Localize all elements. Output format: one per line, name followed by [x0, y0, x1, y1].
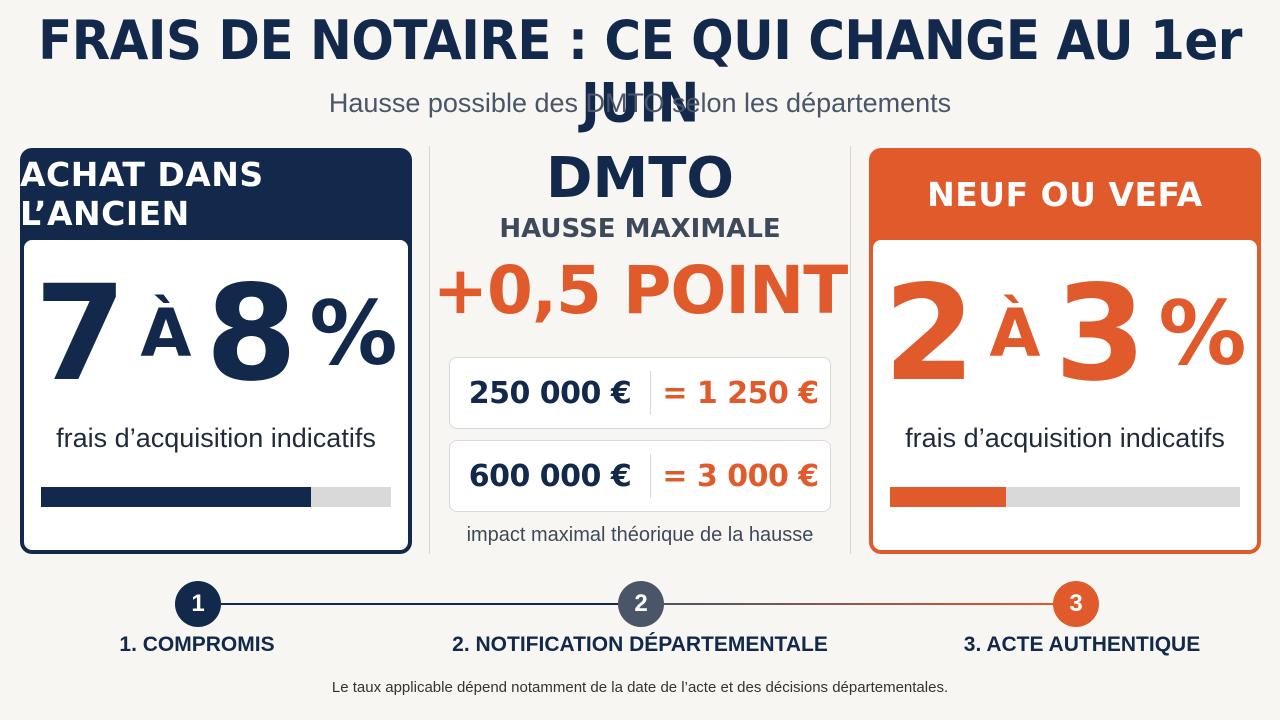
fees-connector: À	[989, 295, 1041, 372]
step-3-label: 3. ACTE AUTHENTIQUE	[963, 633, 1201, 656]
fees-range: 7 À 8 %	[24, 268, 408, 400]
fees-connector: À	[140, 295, 192, 372]
fees-bar	[41, 487, 391, 507]
fees-max: 3	[1054, 257, 1147, 411]
divider-right	[850, 146, 851, 554]
fees-label: frais d’acquisition indicatifs	[56, 423, 376, 453]
fees-percent: %	[309, 282, 398, 385]
example-row: 250 000 € = 1 250 €	[449, 357, 831, 429]
dmto-subtitle: HAUSSE MAXIMALE	[499, 214, 781, 244]
fees-bar	[890, 487, 1240, 507]
step-1-circle: 1	[175, 581, 221, 627]
divider-left	[429, 146, 430, 554]
fees-bar-fill	[41, 487, 311, 507]
fees-bar-fill	[890, 487, 1006, 507]
example-separator	[650, 371, 651, 415]
page-subtitle: Hausse possible des DMTO selon les dépar…	[328, 88, 952, 118]
fees-min: 7	[34, 257, 127, 411]
fees-label: frais d’acquisition indicatifs	[905, 423, 1225, 453]
example-result: = 3 000 €	[662, 458, 819, 494]
page-title: FRAIS DE NOTAIRE : CE QUI CHANGE AU 1er …	[38, 9, 1242, 135]
footnote: Le taux applicable dépend notamment de l…	[331, 679, 949, 696]
timeline-line	[664, 603, 1054, 605]
example-result: = 1 250 €	[662, 375, 819, 411]
example-amount: 250 000 €	[468, 375, 632, 411]
dmto-title: DMTO	[545, 146, 734, 211]
card-neuf-vefa: NEUF OU VEFA 2 À 3 % frais d’acquisition…	[869, 148, 1261, 554]
dmto-note: impact maximal théorique de la hausse	[466, 524, 814, 546]
timeline-line	[220, 603, 620, 605]
example-separator	[650, 454, 651, 498]
fees-percent: %	[1158, 282, 1247, 385]
dmto-increase: +0,5 POINT	[432, 252, 849, 329]
card-header: NEUF OU VEFA	[927, 174, 1203, 214]
step-2-circle: 2	[618, 581, 664, 627]
fees-max: 8	[205, 257, 298, 411]
card-header: ACHAT DANS L’ANCIEN	[20, 155, 264, 233]
card-achat-ancien: ACHAT DANS L’ANCIEN 7 À 8 % frais d’acqu…	[20, 148, 412, 554]
step-1-label: 1. COMPROMIS	[119, 633, 275, 656]
example-amount: 600 000 €	[468, 458, 632, 494]
fees-min: 2	[883, 257, 976, 411]
step-3-circle: 3	[1053, 581, 1099, 627]
step-2-label: 2. NOTIFICATION DÉPARTEMENTALE	[452, 633, 828, 656]
card-body: 7 À 8 % frais d’acquisition indicatifs	[24, 240, 408, 550]
example-row: 600 000 € = 3 000 €	[449, 440, 831, 512]
fees-range: 2 À 3 %	[873, 268, 1257, 400]
card-body: 2 À 3 % frais d’acquisition indicatifs	[873, 240, 1257, 550]
